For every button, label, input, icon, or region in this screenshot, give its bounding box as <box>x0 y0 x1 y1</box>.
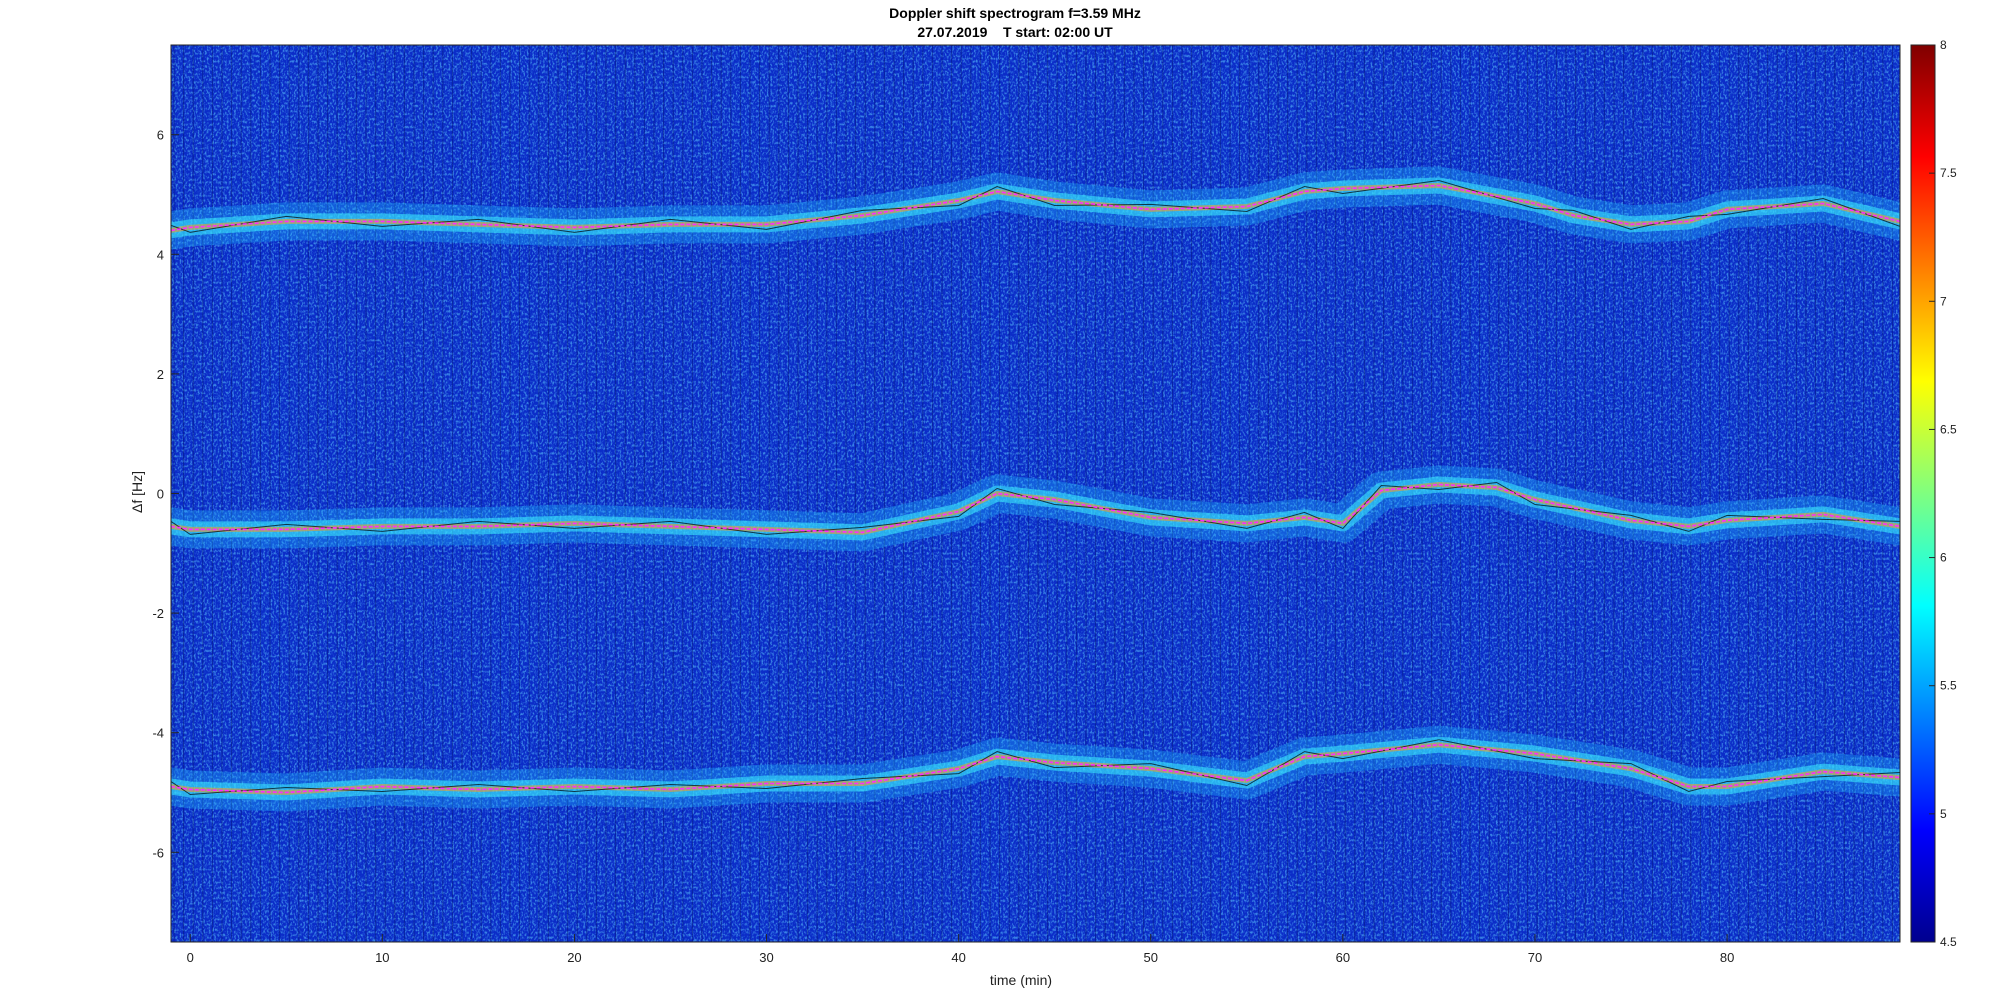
colorbar-tick-label: 7 <box>1940 294 1947 308</box>
x-tick-label: 80 <box>1720 950 1734 965</box>
y-tick-label: -4 <box>152 726 164 741</box>
chart-title: Doppler shift spectrogram f=3.59 MHz <box>889 5 1141 21</box>
x-axis-label: time (min) <box>990 972 1052 988</box>
y-tick-label: -2 <box>152 606 164 621</box>
fit-line-2 <box>171 483 1900 534</box>
x-tick-label: 60 <box>1336 950 1350 965</box>
y-axis: 6 4 2 0 -2 -4 -6 <box>152 128 179 860</box>
x-tick-label: 70 <box>1528 950 1542 965</box>
colorbar-tick-label: 6.5 <box>1940 422 1957 436</box>
colorbar-tick-label: 6 <box>1940 551 1947 565</box>
y-tick-label: -6 <box>152 845 164 860</box>
colorbar-tick-label: 7.5 <box>1940 166 1957 180</box>
x-axis: 0 10 20 30 40 50 60 70 80 <box>187 934 1734 965</box>
colorbar-tick-label: 5 <box>1940 807 1947 821</box>
colorbar-tick-label: 8 <box>1940 38 1947 52</box>
colorbar-tick-label: 4.5 <box>1940 935 1957 949</box>
echo-core-3 <box>171 742 1900 795</box>
x-tick-label: 50 <box>1144 950 1158 965</box>
y-tick-label: 6 <box>157 128 164 143</box>
fit-line-1 <box>171 184 1900 232</box>
raw-trace-3 <box>171 739 1900 796</box>
x-tick-label: 0 <box>187 950 194 965</box>
y-tick-label: 2 <box>157 367 164 382</box>
raw-trace-2 <box>171 481 1900 535</box>
chart-subtitle: 27.07.2019 T start: 02:00 UT <box>917 24 1113 40</box>
x-tick-label: 10 <box>375 950 389 965</box>
plot-frame <box>170 44 1901 943</box>
x-tick-label: 40 <box>951 950 965 965</box>
colorbar-tick-label: 5.5 <box>1940 679 1957 693</box>
y-axis-label: Δf [Hz] <box>129 471 145 513</box>
y-tick-label: 4 <box>157 247 164 262</box>
colorbar: 8 7.5 7 6.5 6 5.5 5 4.5 <box>1910 38 1957 949</box>
y-tick-label: 0 <box>157 487 164 502</box>
x-tick-label: 20 <box>567 950 581 965</box>
colorbar-gradient <box>1910 44 1936 943</box>
x-tick-label: 30 <box>759 950 773 965</box>
raw-trace-1 <box>171 179 1900 233</box>
plot-area <box>171 45 1900 942</box>
